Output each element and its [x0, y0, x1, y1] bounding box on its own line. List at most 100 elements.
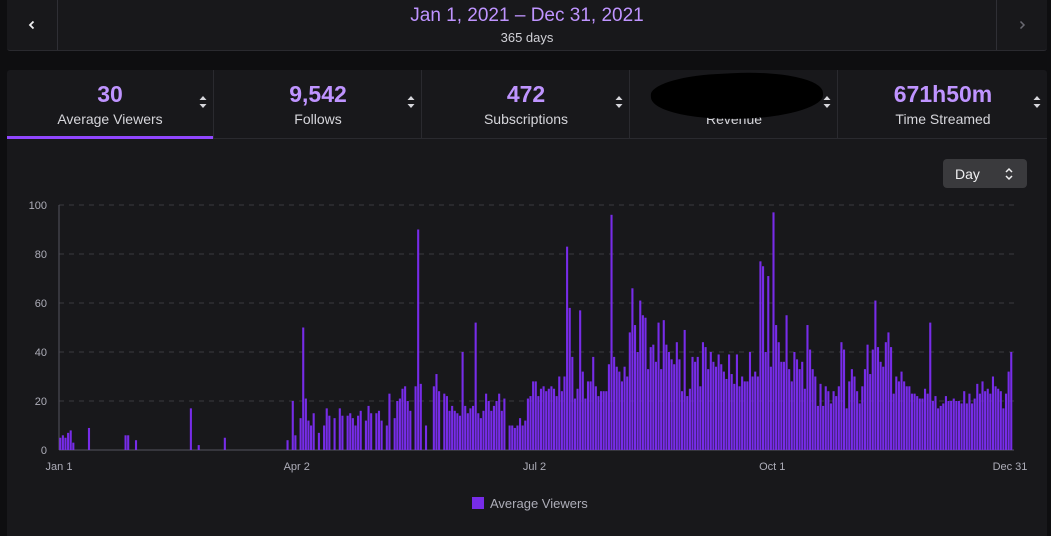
bar: [59, 437, 62, 450]
tab-subscriptions[interactable]: 472 Subscriptions: [423, 70, 630, 138]
bar: [312, 413, 315, 450]
y-tick-label: 20: [35, 396, 47, 408]
bar: [647, 369, 650, 450]
bar: [537, 396, 540, 450]
bar: [654, 361, 657, 450]
bar: [610, 214, 613, 450]
next-period-button[interactable]: [996, 0, 1047, 50]
bar: [691, 356, 694, 450]
bar: [725, 378, 728, 450]
bar: [1007, 371, 1010, 450]
bar: [722, 371, 725, 450]
bar: [328, 415, 331, 450]
bar: [900, 371, 903, 450]
bar: [304, 398, 307, 450]
bar: [809, 349, 812, 450]
bar: [406, 401, 409, 450]
bar: [767, 276, 770, 450]
bar: [388, 393, 391, 450]
bar: [1002, 408, 1005, 450]
bar: [323, 425, 326, 450]
bar: [720, 364, 723, 450]
bar: [903, 381, 906, 450]
bar: [477, 413, 480, 450]
bar: [728, 354, 731, 450]
tab-average-viewers[interactable]: 30 Average Viewers: [7, 70, 214, 139]
bar: [354, 425, 357, 450]
bar: [568, 307, 571, 450]
bar: [754, 371, 757, 450]
date-range-display[interactable]: Jan 1, 2021 – Dec 31, 2021 365 days: [57, 0, 997, 50]
bar: [417, 229, 420, 450]
bar: [466, 413, 469, 450]
bar: [364, 420, 367, 450]
bar: [626, 376, 629, 450]
bar: [673, 364, 676, 450]
x-tick-label: Jul 2: [523, 461, 546, 473]
bar: [837, 386, 840, 450]
bar: [660, 369, 663, 450]
bar: [683, 329, 686, 450]
bar: [526, 398, 529, 450]
tab-value: 671h50m: [893, 81, 993, 107]
bar: [696, 356, 699, 450]
tab-time-streamed[interactable]: 671h50m Time Streamed: [839, 70, 1047, 138]
bar: [688, 388, 691, 450]
bar: [991, 376, 995, 450]
bar: [717, 354, 720, 450]
bar: [469, 408, 472, 450]
bar: [445, 396, 448, 450]
bar: [678, 359, 681, 450]
bar: [662, 320, 665, 450]
x-tick-label: Apr 2: [284, 461, 310, 473]
tab-revenue[interactable]: Revenue: [631, 68, 838, 138]
bar: [908, 386, 911, 450]
bar: [950, 401, 953, 450]
bar: [746, 381, 749, 450]
bar: [64, 437, 67, 450]
bar: [686, 396, 689, 450]
bar: [579, 310, 582, 450]
bar: [879, 361, 882, 450]
bar: [398, 398, 401, 450]
bar: [545, 391, 548, 450]
bar: [829, 403, 833, 450]
bar: [72, 442, 75, 450]
bar: [581, 371, 584, 450]
bar: [346, 415, 349, 450]
bar: [584, 398, 587, 450]
tab-value: 472: [506, 81, 546, 107]
bar: [863, 369, 866, 450]
bar: [359, 410, 362, 450]
tab-follows[interactable]: 9,542 Follows: [215, 70, 422, 138]
bar: [605, 391, 608, 450]
bar: [978, 393, 981, 450]
bar: [842, 349, 846, 450]
bar: [869, 374, 872, 450]
tab-label: Subscriptions: [483, 111, 569, 127]
bar: [607, 364, 610, 450]
bar: [576, 388, 579, 450]
bar: [874, 300, 877, 450]
tab-label: Average Viewers: [57, 111, 163, 127]
bar: [456, 413, 459, 450]
sort-icon: [407, 96, 415, 108]
bar: [600, 391, 603, 450]
bar: [741, 376, 744, 450]
interval-select[interactable]: Day: [943, 159, 1027, 188]
bar: [775, 325, 778, 450]
previous-period-button[interactable]: [7, 0, 58, 50]
y-tick-label: 80: [35, 249, 47, 261]
bar: [735, 354, 738, 450]
bar: [929, 322, 932, 450]
bar: [652, 344, 655, 450]
chart-legend[interactable]: Average Viewers: [472, 494, 588, 512]
bar: [761, 266, 765, 450]
bar: [560, 391, 563, 450]
bar: [921, 398, 924, 450]
bar: [317, 432, 320, 450]
bar: [861, 386, 864, 450]
bar: [984, 391, 987, 450]
bar: [534, 381, 537, 450]
bar: [401, 388, 404, 450]
